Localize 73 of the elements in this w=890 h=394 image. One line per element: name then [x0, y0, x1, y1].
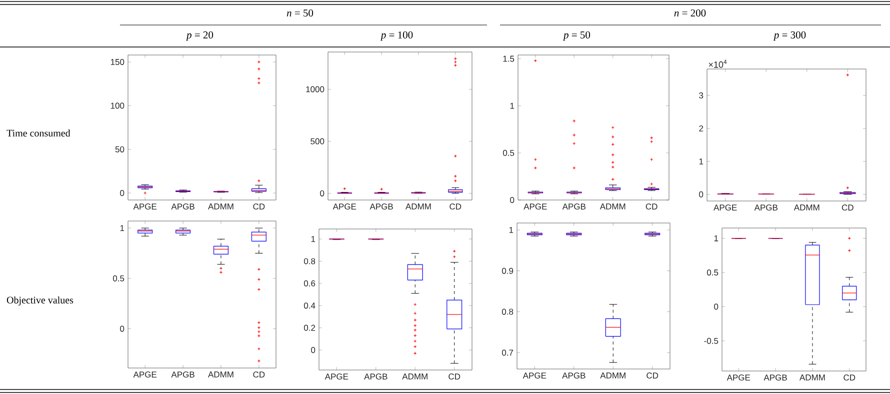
x-tick-label: CD: [450, 204, 462, 210]
x-tick-label: APGB: [364, 374, 388, 380]
x-tick-label: APGE: [524, 204, 547, 210]
x-tick-label: APGB: [171, 204, 194, 210]
y-tick-label: 0.9: [502, 268, 514, 274]
x-tick-label: ADMM: [208, 372, 234, 378]
y-tick-label: 1: [120, 225, 124, 231]
x-tick-label: APGB: [562, 204, 586, 210]
y-axis-title: Time consumed: [6, 129, 70, 137]
y-tick-label: 0.5: [706, 269, 718, 276]
text: n = 50: [286, 9, 314, 17]
y-tick-label: 50: [115, 146, 124, 152]
x-tick-label: ADMM: [405, 204, 431, 210]
y-tick-label: 0.2: [304, 324, 316, 331]
x-tick-label: ADMM: [800, 374, 825, 380]
x-tick-label: ADMM: [794, 204, 820, 210]
y-tick-label: 0: [120, 190, 124, 196]
chart-subtitle: p = 300: [773, 31, 806, 41]
x-tick-label: APGB: [171, 372, 194, 378]
x-tick-label: APGE: [324, 374, 348, 380]
y-tick-label: 0.4: [304, 302, 316, 309]
y-tick-label: 0: [510, 196, 514, 204]
x-tick-label: CD: [253, 204, 265, 210]
x-tick-label: CD: [844, 374, 856, 381]
y-tick-label: -0.5: [704, 338, 718, 344]
x-tick-label: APGB: [764, 374, 787, 381]
y-tick-label: 3: [699, 92, 704, 98]
x-tick-label: CD: [646, 204, 658, 210]
y-tick-label: 1: [699, 158, 704, 164]
text: ×10$^{4}$: [708, 60, 727, 68]
y-tick-label: 0: [699, 191, 704, 198]
y-tick-label: 0.5: [502, 150, 514, 156]
y-tick-label: 0.8: [502, 308, 514, 315]
y-tick-label: 1: [714, 235, 718, 242]
y-tick-label: 0: [311, 347, 316, 354]
y-tick-label: 0.8: [304, 258, 316, 264]
x-tick-label: APGB: [754, 204, 778, 211]
x-tick-label: APGE: [714, 204, 737, 211]
y-tick-label: 150: [110, 58, 124, 65]
x-tick-label: APGE: [133, 372, 157, 378]
x-tick-label: APGE: [133, 204, 157, 210]
x-tick-label: CD: [448, 374, 460, 380]
y-tick-label: 1000: [306, 86, 324, 92]
y-tick-label: 0: [320, 190, 324, 196]
x-tick-label: APGE: [726, 374, 750, 381]
x-tick-label: APGE: [332, 204, 356, 210]
chart-subtitle: p = 50: [562, 31, 590, 41]
y-tick-label: 1: [510, 102, 514, 109]
chart-subtitle: p = 100: [380, 31, 413, 41]
x-tick-label: APGB: [370, 204, 393, 210]
x-tick-label: APGB: [562, 372, 586, 379]
x-tick-label: APGE: [522, 372, 546, 379]
chart-subtitle: p = 20: [186, 31, 214, 41]
y-tick-label: 0.7: [502, 350, 514, 356]
y-tick-label: 0: [714, 304, 718, 310]
y-tick-label: 500: [310, 138, 324, 144]
x-tick-label: CD: [646, 372, 658, 379]
y-tick-label: 1: [311, 236, 316, 242]
x-tick-label: ADMM: [600, 204, 626, 210]
text: n = 200: [674, 9, 706, 17]
y-tick-label: 0: [120, 326, 124, 332]
x-tick-label: ADMM: [600, 372, 626, 378]
x-tick-label: CD: [842, 204, 854, 211]
y-tick-label: 1: [509, 227, 514, 233]
y-tick-label: 0.6: [304, 280, 316, 286]
x-tick-label: ADMM: [402, 374, 428, 380]
x-tick-label: ADMM: [208, 204, 234, 210]
y-axis-title: Objective values: [6, 296, 74, 306]
y-tick-label: 2: [699, 125, 704, 132]
y-tick-label: 1.5: [503, 56, 514, 62]
y-tick-label: 0.5: [112, 275, 124, 282]
x-tick-label: CD: [253, 372, 265, 378]
y-tick-label: 100: [110, 102, 124, 109]
